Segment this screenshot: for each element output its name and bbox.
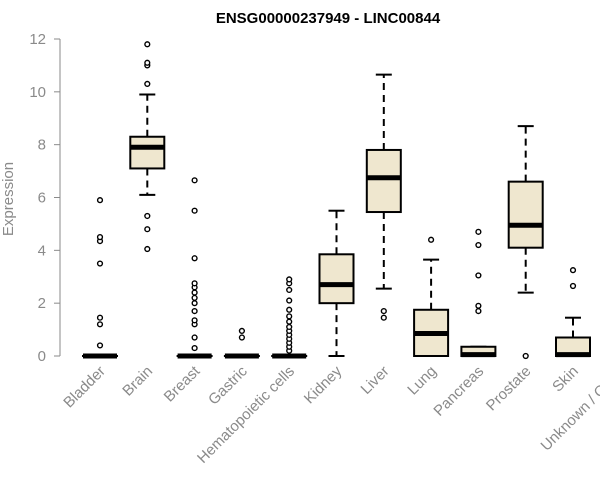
outlier-point [144,212,151,220]
outlier-point [475,307,482,315]
box-lung [413,236,450,358]
outlier-point [475,272,482,279]
outlier-point [191,289,198,296]
chart-title: ENSG00000237949 - LINC00844 [216,10,441,27]
outlier-point [475,302,482,309]
x-tick-label: Gastric [205,362,251,408]
outlier-point [428,236,435,243]
outlier-point [286,323,293,331]
box-iqr [365,148,402,214]
x-tick-label: Kidney [301,362,346,407]
y-tick-label: 12 [29,31,46,48]
box-pancreas [460,228,497,358]
x-tick-label: Bladder [60,363,109,412]
box-iqr [507,180,544,249]
x-tick-label: Lung [404,363,440,399]
outlier-point [96,321,104,328]
x-tick-label: Skin [549,363,582,396]
y-axis: 0 2 4 6 8 10 12 [29,31,61,365]
outlier-point [286,306,293,313]
box-hematopoietic-cells [271,276,308,359]
outlier-point [144,245,151,253]
outlier-point [96,314,104,321]
outlier-point [144,41,151,48]
outlier-point [96,260,104,267]
box-brain [129,41,166,253]
outlier-point [569,282,577,290]
outlier-point [380,307,387,315]
y-tick-label: 8 [38,137,46,154]
outlier-point [286,276,293,283]
box-breast [176,177,213,359]
y-tick-label: 6 [38,190,46,207]
y-tick-label: 2 [38,295,46,312]
outlier-point [144,226,151,233]
outlier-point [191,294,198,301]
box-bladder [82,197,118,359]
outlier-point [191,280,198,287]
box-iqr [318,253,355,305]
outlier-point [144,59,151,66]
box-group [82,41,591,360]
y-axis-title: Expression [0,162,17,236]
outlier-point [238,327,246,335]
outlier-point [191,344,198,352]
outlier-point [96,234,104,241]
outlier-point [238,334,246,341]
x-tick-label: Liver [358,363,393,398]
outlier-point [191,255,198,262]
y-tick-label: 0 [38,348,46,365]
outlier-point [522,352,529,360]
box-kidney [318,209,355,357]
outlier-point [380,314,387,321]
outlier-point [286,313,293,320]
outlier-point [475,228,482,235]
outlier-point [191,207,198,214]
outlier-point [286,286,293,294]
outlier-point [191,300,198,307]
x-tick-label: Prostate [483,363,535,415]
box-gastric [223,327,260,359]
outlier-point [144,80,151,88]
outlier-point [191,317,198,324]
outlier-point [286,297,293,304]
box-iqr [129,135,166,170]
x-tick-label: Brain [119,363,156,400]
box-skin [555,267,591,358]
outlier-point [191,334,198,341]
outlier-point [191,177,198,184]
box-liver [365,73,402,321]
y-tick-label: 4 [38,242,46,259]
outlier-point [96,342,104,349]
outlier-point [96,197,104,204]
x-tick-label: Pancreas [430,363,487,420]
box-prostate [507,125,544,360]
y-tick-label: 10 [29,84,46,101]
x-tick-label: Breast [161,362,204,405]
outlier-point [286,318,293,325]
outlier-point [569,267,577,274]
outlier-point [191,307,198,315]
outlier-point [475,241,482,249]
